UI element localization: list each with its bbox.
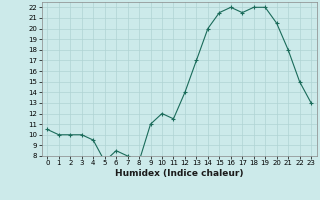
X-axis label: Humidex (Indice chaleur): Humidex (Indice chaleur) — [115, 169, 244, 178]
